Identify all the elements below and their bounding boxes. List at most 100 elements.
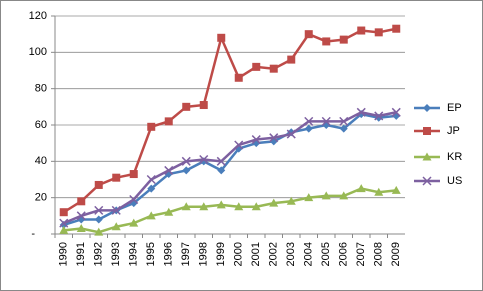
data-point [129, 170, 138, 179]
data-point [76, 224, 86, 233]
data-point [164, 207, 174, 216]
data-point [181, 202, 191, 211]
x-tick-label: 2002 [268, 242, 280, 266]
legend-swatch-marker [423, 127, 431, 135]
x-tick-label: 2000 [233, 242, 245, 266]
legend-swatch-marker [422, 176, 432, 186]
data-point [129, 194, 139, 205]
data-point [286, 129, 296, 139]
data-point [251, 135, 261, 145]
data-point [59, 225, 69, 234]
data-point [164, 165, 174, 175]
data-point [269, 64, 278, 73]
data-point [304, 30, 313, 39]
data-point [216, 200, 226, 209]
x-tick-label: 2007 [355, 242, 367, 266]
x-tick-label: 2009 [390, 242, 402, 266]
data-point [199, 101, 208, 110]
data-point [112, 173, 121, 182]
x-tick-label: 2005 [320, 242, 332, 266]
data-point [76, 211, 86, 221]
x-tick-label: 1997 [180, 242, 192, 266]
data-point [199, 154, 209, 165]
x-tick-label: 1995 [145, 242, 157, 266]
data-point [304, 116, 314, 126]
data-point [111, 222, 121, 231]
data-point [321, 191, 331, 200]
legend-label: EP [447, 102, 462, 114]
data-point [252, 62, 261, 71]
data-point [217, 33, 226, 42]
data-point [147, 184, 156, 193]
data-point [374, 111, 384, 121]
data-point [234, 73, 243, 82]
x-tick-label: 2008 [373, 242, 385, 266]
data-point [146, 174, 156, 185]
data-point [147, 122, 156, 131]
data-point [94, 205, 104, 215]
data-point [391, 185, 401, 194]
x-tick-label: 1993 [110, 242, 122, 266]
data-point [357, 26, 366, 35]
y-tick-label: 80 [35, 83, 47, 95]
data-point [356, 107, 366, 117]
y-tick-label: 60 [35, 119, 47, 131]
data-point [286, 196, 296, 205]
data-point [234, 202, 244, 211]
data-point [146, 211, 156, 220]
data-point [322, 37, 331, 46]
data-point [77, 197, 86, 206]
legend-label: US [447, 175, 462, 187]
y-tick-label: - [31, 228, 35, 240]
data-point [59, 218, 69, 228]
legend-swatch-marker [423, 104, 431, 112]
data-point [339, 191, 349, 200]
data-point [216, 156, 226, 166]
data-point [392, 24, 401, 33]
data-point [287, 55, 296, 64]
data-point [129, 218, 139, 227]
data-point [181, 156, 191, 166]
data-point [111, 205, 121, 215]
y-tick-label: 100 [29, 46, 47, 58]
x-tick-label: 1994 [128, 242, 140, 266]
x-tick-label: 2006 [338, 242, 350, 266]
x-tick-label: 2004 [303, 242, 315, 266]
data-point [339, 35, 348, 44]
legend-label: KR [447, 151, 462, 163]
x-tick-label: 1992 [93, 242, 105, 266]
data-point [182, 166, 191, 175]
data-point [269, 198, 279, 207]
series-line [63, 187, 397, 234]
data-point [164, 117, 173, 126]
data-point [94, 227, 104, 236]
x-tick-label: 1999 [215, 242, 227, 266]
legend-swatch-marker [422, 152, 432, 161]
series-line [63, 110, 397, 225]
data-point [94, 180, 103, 189]
data-point [374, 28, 383, 37]
data-point [217, 166, 226, 175]
data-point [94, 215, 103, 224]
x-tick-label: 1998 [198, 242, 210, 266]
data-point [339, 124, 348, 133]
data-point [321, 116, 331, 126]
data-point [199, 202, 209, 211]
data-point [59, 208, 68, 217]
data-point [339, 116, 349, 126]
data-point [304, 193, 314, 202]
y-tick-label: 120 [29, 10, 47, 22]
y-tick-label: 20 [35, 192, 47, 204]
data-point [234, 140, 244, 150]
x-tick-label: 2003 [285, 242, 297, 266]
legend-label: JP [447, 125, 460, 137]
y-tick-label: 40 [35, 155, 47, 167]
x-tick-label: 1996 [163, 242, 175, 266]
data-point [251, 202, 261, 211]
data-point [391, 107, 401, 117]
data-point [182, 102, 191, 111]
x-tick-label: 2001 [250, 242, 262, 266]
x-tick-label: 1990 [58, 242, 70, 266]
